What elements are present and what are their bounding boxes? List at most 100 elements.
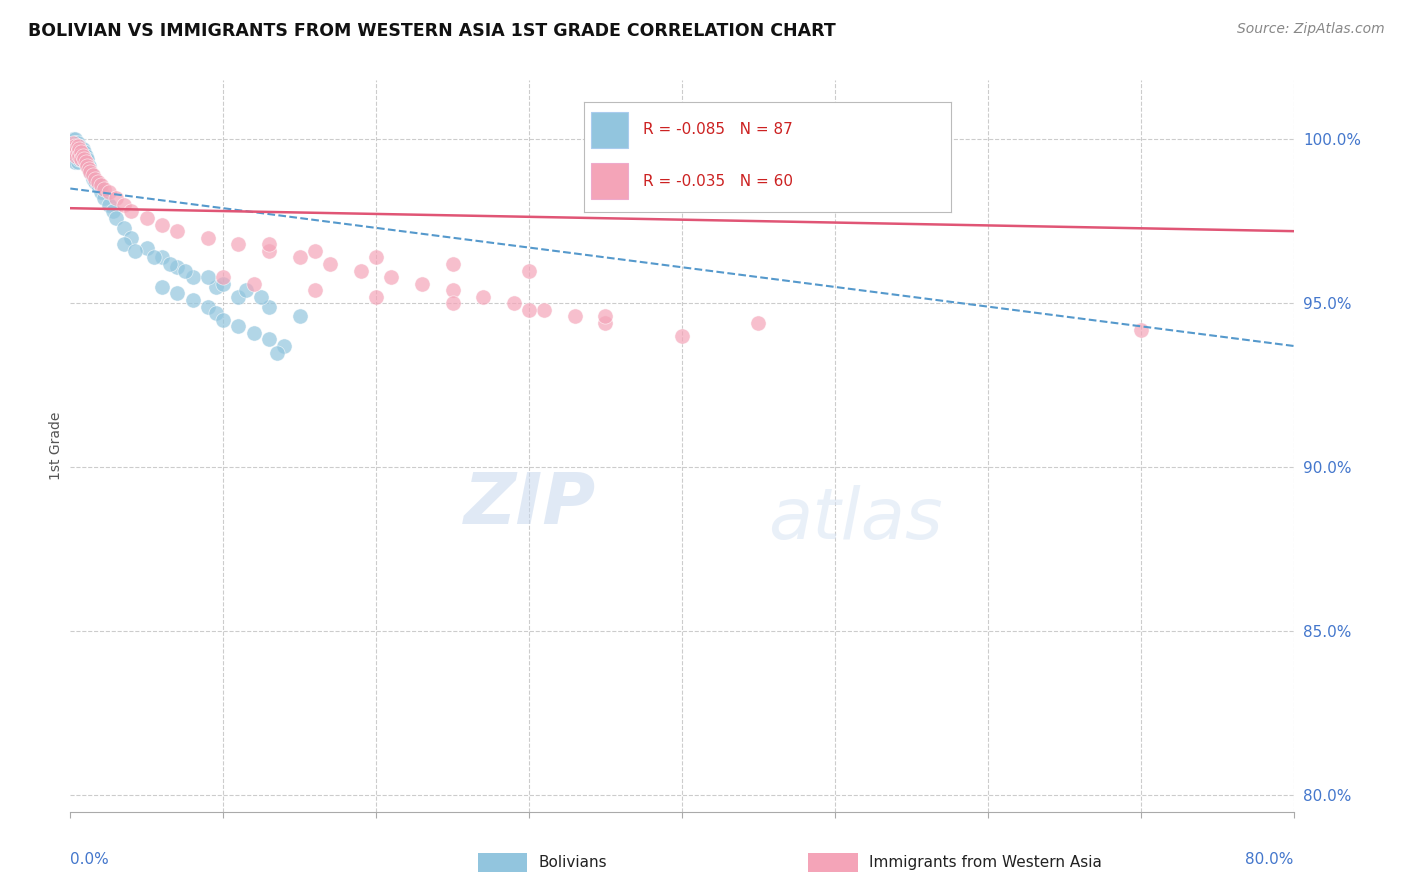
Point — [228, 319, 250, 334]
Point — [150, 218, 173, 232]
Point — [124, 244, 146, 258]
Point — [121, 204, 143, 219]
Point — [72, 149, 94, 163]
Point — [75, 155, 97, 169]
Point — [82, 171, 104, 186]
Point — [63, 132, 86, 146]
Point — [63, 152, 86, 166]
Point — [243, 326, 266, 340]
Text: Source: ZipAtlas.com: Source: ZipAtlas.com — [1237, 22, 1385, 37]
Point — [63, 155, 86, 169]
Point — [517, 263, 540, 277]
Point — [228, 237, 250, 252]
Point — [595, 310, 617, 324]
Point — [69, 139, 91, 153]
Point — [166, 260, 188, 275]
Point — [411, 277, 433, 291]
Point — [63, 136, 86, 150]
Point — [69, 145, 91, 160]
Point — [273, 339, 295, 353]
Point — [75, 152, 97, 166]
Point — [79, 165, 101, 179]
Point — [197, 231, 219, 245]
Point — [65, 142, 87, 156]
Point — [304, 244, 326, 258]
Point — [62, 142, 84, 156]
Point — [87, 175, 110, 189]
Point — [70, 149, 93, 163]
Point — [257, 300, 280, 314]
Point — [72, 149, 94, 163]
Point — [65, 149, 87, 163]
Point — [93, 181, 115, 195]
Point — [66, 155, 89, 169]
Point — [266, 345, 288, 359]
Point — [143, 251, 166, 265]
Point — [517, 302, 540, 317]
Point — [63, 149, 86, 163]
Point — [1129, 322, 1152, 336]
Point — [212, 312, 235, 326]
Point — [77, 161, 100, 176]
Point — [112, 237, 135, 252]
Point — [257, 244, 280, 258]
Point — [73, 152, 96, 166]
Point — [62, 136, 84, 150]
Point — [69, 149, 91, 163]
Point — [121, 231, 143, 245]
Text: Immigrants from Western Asia: Immigrants from Western Asia — [869, 855, 1102, 870]
Point — [65, 136, 87, 150]
Point — [66, 152, 89, 166]
Point — [63, 145, 86, 160]
Point — [181, 270, 204, 285]
Text: ZIP: ZIP — [464, 470, 596, 539]
Point — [70, 152, 93, 166]
Point — [204, 306, 226, 320]
Point — [250, 290, 273, 304]
Point — [87, 178, 110, 193]
Text: BOLIVIAN VS IMMIGRANTS FROM WESTERN ASIA 1ST GRADE CORRELATION CHART: BOLIVIAN VS IMMIGRANTS FROM WESTERN ASIA… — [28, 22, 837, 40]
Point — [65, 142, 87, 156]
Point — [212, 270, 235, 285]
Point — [62, 139, 84, 153]
Point — [66, 145, 89, 160]
Point — [288, 251, 311, 265]
Point — [66, 145, 89, 160]
Point — [93, 191, 115, 205]
Point — [62, 136, 84, 150]
Point — [502, 296, 524, 310]
Point — [166, 286, 188, 301]
Point — [174, 263, 197, 277]
Point — [63, 139, 86, 153]
Point — [90, 185, 112, 199]
Point — [60, 142, 83, 156]
Point — [66, 139, 89, 153]
Point — [62, 142, 84, 156]
Point — [150, 280, 173, 294]
Point — [304, 283, 326, 297]
Point — [62, 145, 84, 160]
Point — [66, 149, 89, 163]
Point — [197, 270, 219, 285]
Point — [671, 329, 693, 343]
Point — [595, 316, 617, 330]
Point — [60, 136, 83, 150]
Point — [79, 165, 101, 179]
Point — [112, 220, 135, 235]
Point — [441, 257, 464, 271]
Point — [69, 152, 91, 166]
Point — [257, 332, 280, 346]
Point — [62, 132, 84, 146]
Point — [60, 139, 83, 153]
Point — [65, 145, 87, 160]
Point — [72, 145, 94, 160]
Point — [235, 283, 257, 297]
Point — [66, 136, 89, 150]
Point — [73, 152, 96, 166]
Text: Bolivians: Bolivians — [538, 855, 607, 870]
Point — [66, 142, 89, 156]
Point — [472, 290, 495, 304]
Y-axis label: 1st Grade: 1st Grade — [49, 412, 63, 480]
Point — [112, 198, 135, 212]
Point — [83, 175, 105, 189]
